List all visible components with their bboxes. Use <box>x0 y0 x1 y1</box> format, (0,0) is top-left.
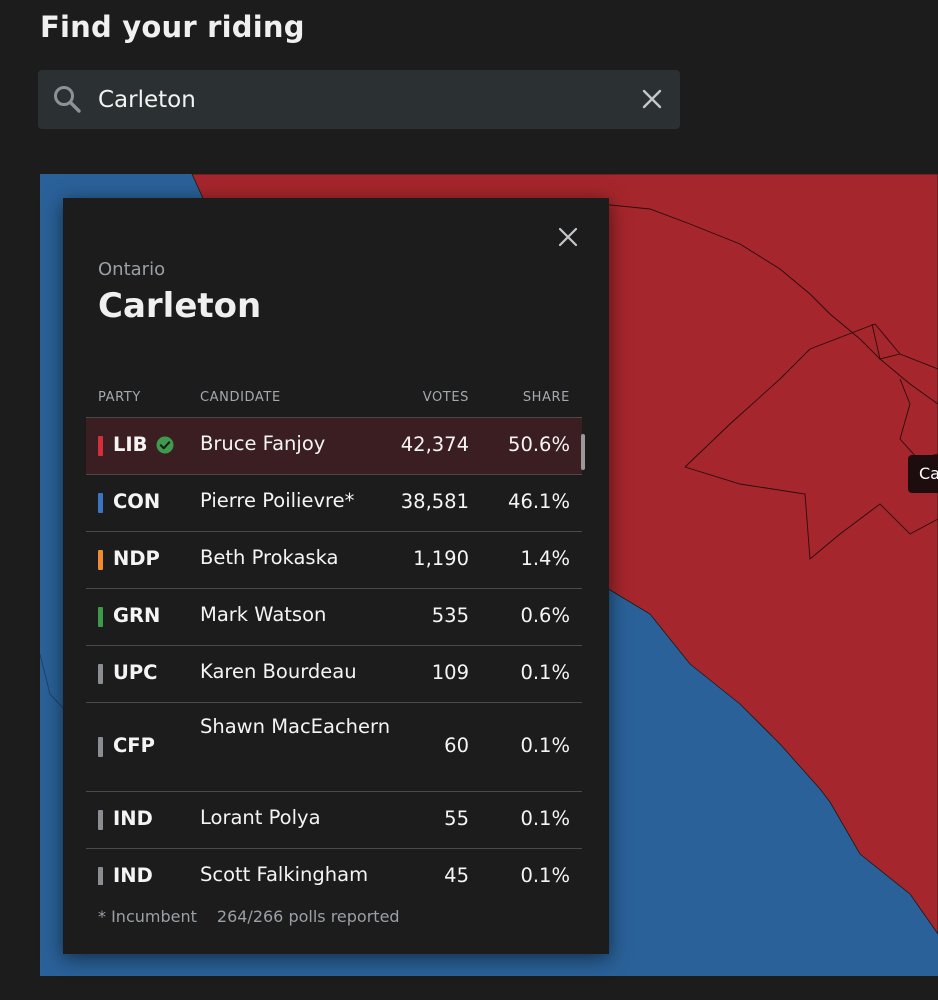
candidate-name: Mark Watson <box>200 603 327 626</box>
party-abbrev: GRN <box>113 604 161 627</box>
incumbent-note: * Incumbent <box>98 907 197 926</box>
vote-share: 1.4% <box>520 547 570 570</box>
vote-count: 1,190 <box>413 547 469 570</box>
table-row: LIB Bruce Fanjoy 42,374 50.6% <box>86 418 582 475</box>
party-color-bar <box>98 737 103 757</box>
vote-share: 0.1% <box>520 807 570 830</box>
party-color-bar <box>98 810 103 830</box>
table-row: GRN Mark Watson 535 0.6% <box>86 589 582 646</box>
polls-reported: 264/266 polls reported <box>216 907 400 926</box>
vote-count: 38,581 <box>400 490 469 513</box>
close-icon[interactable] <box>640 87 664 111</box>
search-box <box>38 70 680 129</box>
vote-share: 0.1% <box>520 734 570 757</box>
party-color-bar <box>98 664 103 684</box>
province-label: Ontario <box>98 259 166 280</box>
vote-count: 60 <box>444 734 469 757</box>
table-row: CON Pierre Poilievre* 38,581 46.1% <box>86 475 582 532</box>
party-color-bar <box>98 867 103 885</box>
column-header-candidate: CANDIDATE <box>200 390 281 405</box>
close-icon[interactable] <box>557 226 579 248</box>
party-abbrev: NDP <box>113 547 160 570</box>
candidate-name: Shawn MacEachern <box>200 715 391 738</box>
vote-count: 45 <box>444 864 469 885</box>
search-icon <box>54 86 81 113</box>
vote-count: 55 <box>444 807 469 830</box>
vote-share: 46.1% <box>508 490 570 513</box>
party-color-bar <box>98 550 103 570</box>
riding-name: Carleton <box>98 286 262 326</box>
column-header-votes: VOTES <box>422 390 469 405</box>
results-table[interactable]: PARTY CANDIDATE VOTES SHARE LIB Bruce Fa… <box>86 378 582 885</box>
candidate-name: Bruce Fanjoy <box>200 432 326 455</box>
party-color-bar <box>98 607 103 627</box>
party-abbrev: LIB <box>113 433 148 456</box>
riding-boundary <box>599 203 938 405</box>
party-abbrev: UPC <box>113 661 158 684</box>
party-abbrev: IND <box>113 864 153 885</box>
party-color-bar <box>98 493 103 513</box>
results-scrollbar[interactable] <box>581 434 585 470</box>
table-row: IND Scott Falkingham 45 0.1% <box>86 849 582 885</box>
vote-count: 42,374 <box>400 433 469 456</box>
results-header: PARTY CANDIDATE VOTES SHARE <box>86 378 582 418</box>
party-abbrev: IND <box>113 807 153 830</box>
party-color-bar <box>98 436 103 456</box>
search-input[interactable] <box>98 70 598 129</box>
check-circle-icon <box>156 436 174 454</box>
candidate-name: Pierre Poilievre* <box>200 489 355 512</box>
table-row: UPC Karen Bourdeau 109 0.1% <box>86 646 582 703</box>
table-row: IND Lorant Polya 55 0.1% <box>86 792 582 849</box>
candidate-name: Karen Bourdeau <box>200 660 357 683</box>
vote-count: 535 <box>431 604 469 627</box>
page-title: Find your riding <box>40 10 305 44</box>
vote-count: 109 <box>431 661 469 684</box>
candidate-name: Scott Falkingham <box>200 863 369 885</box>
table-row: CFP Shawn MacEachern 60 0.1% <box>86 703 582 792</box>
column-header-party: PARTY <box>98 390 141 405</box>
map-tooltip: Ca <box>908 455 938 493</box>
vote-share: 0.1% <box>520 661 570 684</box>
party-abbrev: CFP <box>113 734 155 757</box>
vote-share: 0.1% <box>520 864 570 885</box>
vote-share: 50.6% <box>508 433 570 456</box>
candidate-name: Lorant Polya <box>200 806 321 829</box>
riding-results-popup: Ontario Carleton PARTY CANDIDATE VOTES S… <box>63 198 609 954</box>
results-footer: * Incumbent 264/266 polls reported <box>98 907 400 926</box>
column-header-share: SHARE <box>522 390 570 405</box>
vote-share: 0.6% <box>520 604 570 627</box>
party-abbrev: CON <box>113 490 161 513</box>
table-row: NDP Beth Prokaska 1,190 1.4% <box>86 532 582 589</box>
candidate-name: Beth Prokaska <box>200 546 339 569</box>
